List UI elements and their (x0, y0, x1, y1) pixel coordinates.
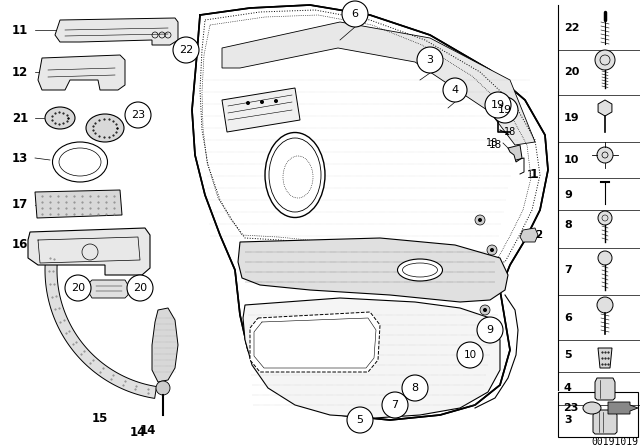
Text: 23: 23 (131, 110, 145, 120)
Text: 9: 9 (564, 190, 572, 200)
Ellipse shape (265, 133, 325, 217)
Text: 6: 6 (351, 9, 358, 19)
Text: 19: 19 (564, 113, 580, 123)
Text: 4: 4 (564, 383, 572, 393)
Polygon shape (608, 402, 638, 414)
Polygon shape (89, 280, 128, 298)
Polygon shape (508, 145, 522, 162)
Circle shape (347, 407, 373, 433)
Text: 16: 16 (12, 238, 28, 251)
Text: 8: 8 (412, 383, 419, 393)
Text: 15: 15 (92, 412, 108, 425)
Polygon shape (28, 228, 150, 275)
Text: 6: 6 (564, 313, 572, 323)
Ellipse shape (397, 259, 442, 281)
Text: 11: 11 (12, 23, 28, 36)
Text: 10: 10 (564, 155, 579, 165)
Polygon shape (222, 22, 535, 145)
Text: 14: 14 (130, 426, 146, 439)
Text: 4: 4 (451, 85, 459, 95)
Text: 23: 23 (563, 403, 579, 413)
Polygon shape (55, 18, 178, 45)
Circle shape (595, 50, 615, 70)
Text: 13: 13 (12, 151, 28, 164)
Circle shape (156, 381, 170, 395)
Circle shape (490, 248, 494, 252)
Circle shape (475, 215, 485, 225)
Circle shape (260, 100, 264, 104)
Polygon shape (45, 250, 157, 398)
Polygon shape (520, 228, 538, 242)
Text: 10: 10 (463, 350, 477, 360)
Circle shape (457, 342, 483, 368)
Text: 5: 5 (564, 350, 572, 360)
Text: 1: 1 (527, 170, 533, 180)
Text: 12: 12 (12, 65, 28, 78)
Text: 9: 9 (486, 325, 493, 335)
Polygon shape (152, 308, 178, 382)
Text: 00191019: 00191019 (591, 437, 639, 447)
Text: 20: 20 (71, 283, 85, 293)
Text: 3: 3 (426, 55, 433, 65)
Text: 17: 17 (12, 198, 28, 211)
Circle shape (443, 78, 467, 102)
Text: 7: 7 (392, 400, 399, 410)
Text: 1: 1 (530, 168, 539, 181)
Circle shape (477, 317, 503, 343)
Circle shape (274, 99, 278, 103)
Text: 2: 2 (535, 230, 542, 240)
Text: 3: 3 (564, 415, 572, 425)
Text: 20: 20 (564, 67, 579, 77)
Text: 5: 5 (356, 415, 364, 425)
Ellipse shape (86, 114, 124, 142)
Circle shape (342, 1, 368, 27)
Circle shape (492, 97, 518, 123)
Circle shape (480, 305, 490, 315)
Polygon shape (222, 88, 300, 132)
Circle shape (246, 101, 250, 105)
Text: 2: 2 (535, 230, 541, 240)
Polygon shape (35, 190, 122, 218)
Circle shape (597, 147, 613, 163)
Text: 22: 22 (564, 23, 579, 33)
Text: 18: 18 (504, 127, 516, 137)
Text: 19: 19 (498, 105, 512, 115)
Text: 19: 19 (491, 100, 505, 110)
Circle shape (483, 308, 487, 312)
Circle shape (65, 275, 91, 301)
Circle shape (173, 37, 199, 63)
Circle shape (598, 251, 612, 265)
Text: 8: 8 (564, 220, 572, 230)
Circle shape (478, 218, 482, 222)
Polygon shape (38, 55, 125, 90)
Text: 7: 7 (564, 265, 572, 275)
Polygon shape (250, 312, 380, 372)
Polygon shape (598, 348, 612, 368)
Text: 14: 14 (140, 423, 156, 436)
Text: 18: 18 (489, 140, 502, 150)
Circle shape (597, 297, 613, 313)
Circle shape (485, 92, 511, 118)
Circle shape (127, 275, 153, 301)
Polygon shape (238, 238, 508, 302)
Text: 20: 20 (133, 283, 147, 293)
Text: 22: 22 (179, 45, 193, 55)
Text: 18: 18 (486, 138, 498, 148)
Circle shape (487, 245, 497, 255)
Ellipse shape (583, 402, 601, 414)
Text: 2: 2 (536, 230, 542, 240)
Circle shape (125, 102, 151, 128)
Ellipse shape (45, 107, 75, 129)
Circle shape (598, 211, 612, 225)
Text: 21: 21 (12, 112, 28, 125)
Circle shape (402, 375, 428, 401)
Circle shape (417, 47, 443, 73)
Polygon shape (243, 298, 500, 418)
Polygon shape (192, 5, 548, 420)
Polygon shape (593, 410, 617, 434)
Polygon shape (595, 378, 615, 400)
Circle shape (382, 392, 408, 418)
